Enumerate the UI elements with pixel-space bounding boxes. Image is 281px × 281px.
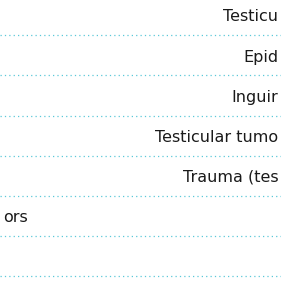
Text: Testicular tumo: Testicular tumo xyxy=(155,130,278,145)
Text: Epid: Epid xyxy=(243,49,278,65)
Text: Inguir: Inguir xyxy=(232,90,278,105)
Text: ors: ors xyxy=(3,210,28,225)
Text: Testicu: Testicu xyxy=(223,9,278,24)
Text: Trauma (tes: Trauma (tes xyxy=(183,170,278,185)
